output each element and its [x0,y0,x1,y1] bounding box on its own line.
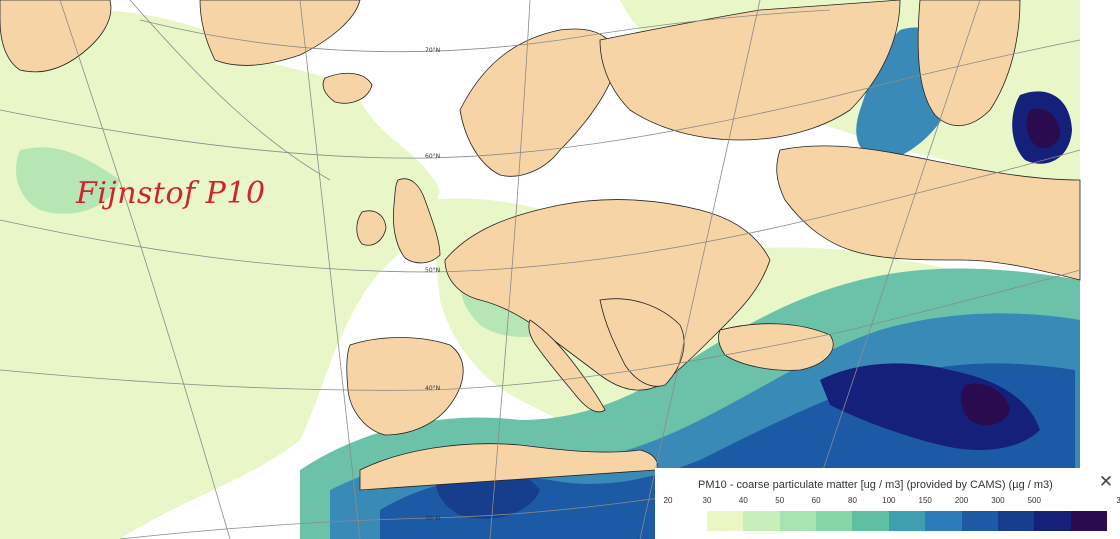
land-balkans [599,298,685,387]
pm10-field-light [0,9,440,539]
legend-swatch [1034,511,1071,531]
graticule-lat-60 [0,39,1081,159]
legend-swatch [743,511,780,531]
legend-swatch [707,511,744,531]
graticule-lat-40 [0,269,1081,391]
legend-title: PM10 - coarse particulate matter [ug / m… [698,479,1053,491]
legend-tick-label: 80 [848,496,857,505]
graticule-lon-1 [59,0,231,539]
legend-tick-label: 150 [918,496,932,505]
legend-tick-label: 40 [738,496,748,505]
lat-label-70: 70°N [425,47,440,54]
graticule-lon-4 [639,0,761,539]
land-great-britain [393,178,441,264]
graticule-lon-2 [299,0,361,539]
pm10-east-hotspot-core [1026,108,1060,149]
legend-swatch [961,511,998,531]
legend-color-bar [707,511,1107,531]
legend-tick-label: 20 [663,496,673,505]
legend-swatch [779,511,817,531]
legend-tick-label: 300 [991,496,1005,505]
legend-tick-label: 30 [702,496,712,505]
graticule [0,0,1081,539]
pm10-field-mid [16,147,121,214]
land-north-russia [599,0,901,141]
legend-swatch [852,511,889,531]
legend-tick-label: 3 [1116,496,1120,505]
graticule-lon-3 [489,0,531,539]
pm10-dust-plume-max [960,383,1010,426]
lat-label-30: 30°N [425,515,440,522]
legend-tick-label: 60 [811,496,821,505]
land-turkey [718,323,834,371]
graticule-lon-5 [799,0,981,539]
land-east-russia [776,145,1081,281]
graticule-lat-50 [0,149,1081,273]
graticule-lat-70 [139,9,831,53]
legend-swatch [997,511,1035,531]
legend-tick-label: 100 [882,496,896,505]
legend-panel: PM10 - coarse particulate matter [ug / m… [655,468,1120,539]
land-iceland [322,72,373,104]
graticule-labels: 70°N 60°N 50°N 40°N 30°N [425,47,440,522]
land-layer [0,0,1081,491]
legend-tick-label: 50 [775,496,785,505]
graticule-arc [129,0,331,181]
legend-tick-labels: 20 30 40 50 60 80 100 150 200 300 500 3 [655,496,1120,508]
legend-swatch [816,511,853,531]
legend-swatch [888,511,926,531]
legend-swatch [925,511,962,531]
land-greenland [0,0,112,73]
legend-tick-label: 500 [1027,496,1041,505]
map-title: Fijnstof P10 [76,176,266,211]
land-northeast [917,0,1021,127]
land-greenland-east [199,0,361,66]
land-ireland [356,210,387,246]
lat-label-40: 40°N [425,385,440,392]
legend-tick-label: 200 [954,496,969,505]
close-icon[interactable]: ✕ [1098,472,1114,491]
land-continental-europe [444,199,771,391]
land-italy [528,319,606,413]
lat-label-60: 60°N [425,153,440,160]
legend-swatch [1070,511,1107,531]
lat-label-50: 50°N [425,267,440,274]
